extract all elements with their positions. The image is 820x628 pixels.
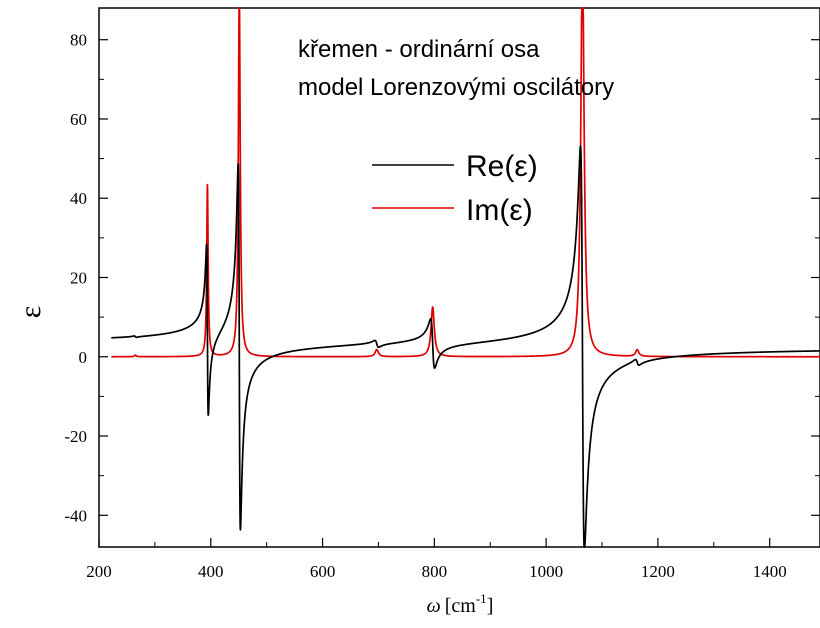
legend: Re(ε) Im(ε)	[372, 150, 538, 227]
y-tick-label-0: 0	[79, 348, 88, 367]
legend-label-re: Re(ε)	[466, 150, 538, 183]
x-tick-label-200: 200	[86, 562, 112, 581]
y-tick-label-60: 60	[70, 110, 87, 129]
annotation-line-1: křemen - ordinární osa	[298, 36, 540, 63]
x-axis-label: ω [cm-1]	[427, 591, 494, 617]
x-axis-unit-suffix: ]	[487, 595, 494, 617]
x-tick-label-1400: 1400	[753, 562, 787, 581]
y-tick-label--20: -20	[64, 427, 87, 446]
y-tick-label-80: 80	[70, 31, 87, 50]
series-curves	[110, 7, 820, 548]
legend-label-im: Im(ε)	[466, 194, 533, 227]
annotation-line-2: model Lorenzovými oscilátory	[298, 74, 614, 101]
x-tick-label-600: 600	[310, 562, 336, 581]
x-axis-unit-prefix: [cm	[445, 595, 477, 617]
x-tick-label-1000: 1000	[529, 562, 563, 581]
x-axis-symbol: ω	[427, 595, 441, 617]
y-tick-label--40: -40	[64, 506, 87, 525]
y-tick-label-20: 20	[70, 269, 87, 288]
x-axis-unit-exp: -1	[476, 591, 487, 606]
x-tick-label-800: 800	[422, 562, 448, 581]
x-tick-label-1200: 1200	[641, 562, 675, 581]
series-line-re	[110, 145, 820, 548]
y-tick-label-40: 40	[70, 189, 87, 208]
y-axis-label: ε	[14, 306, 47, 319]
x-tick-label-400: 400	[198, 562, 224, 581]
axis-ticks: 200 400 600 800 1000 1200 1400 -40 -20 0 20 40 60 80	[64, 31, 820, 581]
series-line-im	[110, 7, 820, 358]
